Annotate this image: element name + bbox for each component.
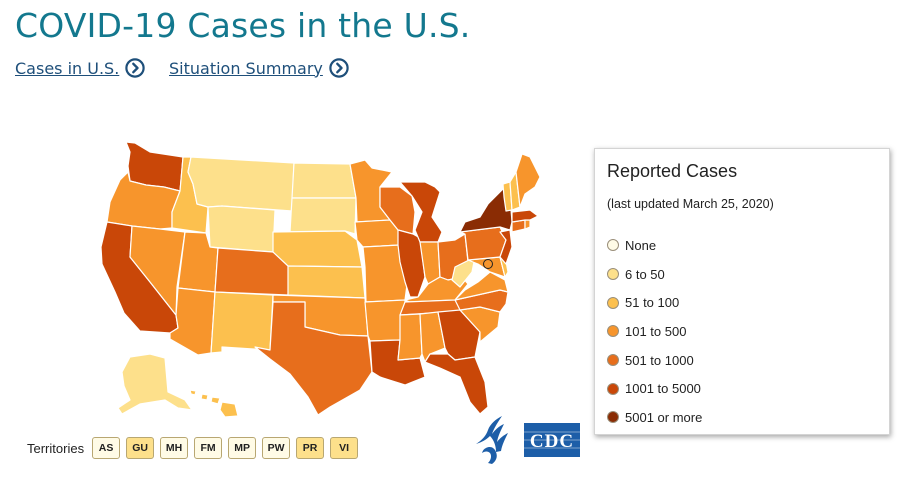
cases-in-us-link[interactable]: Cases in U.S. xyxy=(15,58,145,78)
cases-in-us-label: Cases in U.S. xyxy=(15,58,120,78)
chevron-right-circle-icon xyxy=(125,58,145,78)
territory-button-fm[interactable]: FM xyxy=(194,437,223,459)
state-mt[interactable] xyxy=(187,156,295,212)
cdc-logo: CDC xyxy=(524,423,580,457)
legend-item: 51 to 100 xyxy=(607,288,877,317)
legend-swatch xyxy=(607,411,619,424)
territory-button-pw[interactable]: PW xyxy=(262,437,291,459)
legend-swatch xyxy=(607,296,619,309)
legend-swatch xyxy=(607,325,619,338)
cdc-logo-text: CDC xyxy=(530,431,574,452)
territory-button-gu[interactable]: GU xyxy=(126,437,155,459)
legend-panel: Reported Cases (last updated March 25, 2… xyxy=(594,148,890,435)
situation-summary-link[interactable]: Situation Summary xyxy=(169,58,349,78)
state-ri[interactable] xyxy=(524,219,531,230)
situation-summary-label: Situation Summary xyxy=(169,58,323,78)
state-nd[interactable] xyxy=(291,162,357,199)
state-ma[interactable] xyxy=(511,209,539,223)
state-az[interactable] xyxy=(169,287,216,356)
state-fl[interactable] xyxy=(424,353,489,415)
state-me[interactable] xyxy=(515,153,541,208)
state-hi[interactable] xyxy=(189,389,239,418)
state-ms[interactable] xyxy=(397,313,423,361)
legend-label: None xyxy=(625,237,657,253)
legend-label: 5001 or more xyxy=(625,409,703,425)
legend-item: 501 to 1000 xyxy=(607,346,877,375)
legend-subtitle: (last updated March 25, 2020) xyxy=(607,197,774,211)
legend-title: Reported Cases xyxy=(607,161,738,181)
legend-swatch xyxy=(607,268,619,281)
state-il[interactable] xyxy=(397,229,426,298)
territory-button-vi[interactable]: VI xyxy=(330,437,359,459)
territory-button-mh[interactable]: MH xyxy=(160,437,189,459)
state-ar[interactable] xyxy=(364,299,406,342)
state-ks[interactable] xyxy=(287,265,366,299)
legend-item: None xyxy=(607,231,877,260)
legend-swatch xyxy=(607,239,619,252)
legend-item: 5001 or more xyxy=(607,403,877,432)
legend-label: 1001 to 5000 xyxy=(625,381,701,397)
legend-item: 101 to 500 xyxy=(607,317,877,346)
territory-button-pr[interactable]: PR xyxy=(296,437,325,459)
state-pa[interactable] xyxy=(459,226,507,261)
state-wv[interactable] xyxy=(451,256,476,288)
legend-item: 1001 to 5000 xyxy=(607,374,877,403)
legend-label: 6 to 50 xyxy=(625,266,665,282)
legend-label: 51 to 100 xyxy=(625,295,680,311)
legend-swatch xyxy=(607,382,619,395)
state-dc[interactable] xyxy=(483,259,493,269)
legend-item: 6 to 50 xyxy=(607,260,877,289)
state-ak[interactable] xyxy=(117,353,193,415)
state-sd[interactable] xyxy=(289,197,357,235)
territory-button-as[interactable]: AS xyxy=(92,437,121,459)
page-title: COVID-19 Cases in the U.S. xyxy=(15,6,471,45)
chevron-right-circle-icon xyxy=(329,58,349,78)
state-wy[interactable] xyxy=(207,205,276,253)
hhs-eagle-logo xyxy=(476,416,508,464)
territory-button-mp[interactable]: MP xyxy=(228,437,257,459)
legend-swatch xyxy=(607,354,619,367)
state-ne[interactable] xyxy=(272,230,363,268)
territories-label: Territories xyxy=(27,440,85,456)
state-nm[interactable] xyxy=(210,291,274,354)
state-tx[interactable] xyxy=(254,301,373,416)
legend-label: 501 to 1000 xyxy=(625,352,694,368)
state-vt[interactable] xyxy=(502,181,513,212)
state-mi[interactable] xyxy=(399,181,443,243)
legend-label: 101 to 500 xyxy=(625,323,687,339)
us-state-map xyxy=(100,141,541,418)
territories-bar: Territories AS GU MH FM MP PW PR VI xyxy=(27,437,364,459)
state-va[interactable] xyxy=(454,271,509,301)
